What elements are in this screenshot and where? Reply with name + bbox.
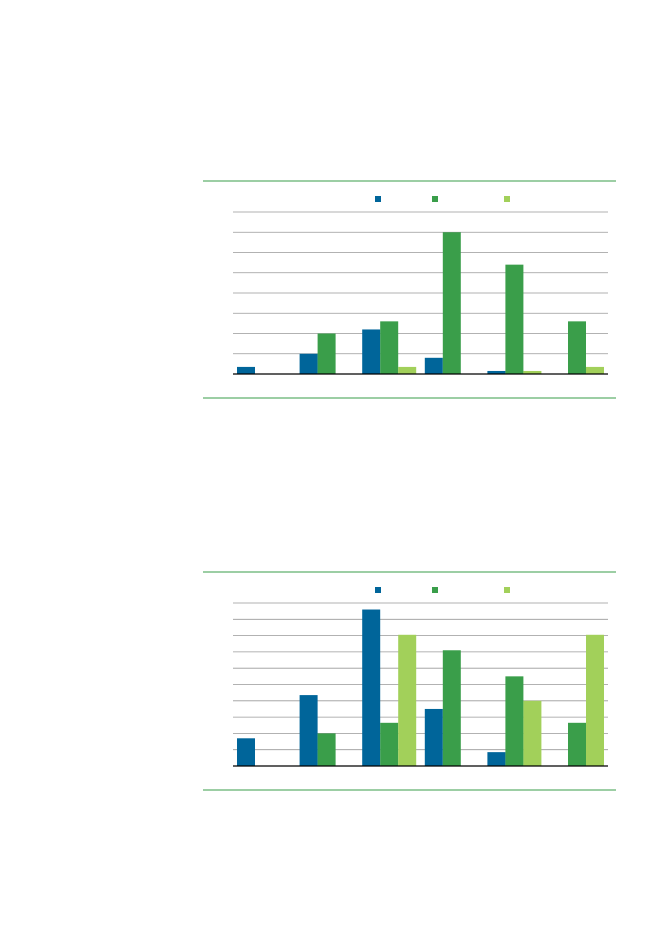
bar [586, 634, 604, 766]
bar [299, 353, 318, 374]
bar [442, 650, 461, 766]
bar [523, 700, 542, 766]
bar [299, 695, 318, 766]
legend-swatch [432, 196, 438, 202]
legend-swatch [504, 587, 510, 593]
bar [398, 634, 417, 766]
bar [568, 722, 586, 766]
bar [487, 370, 506, 374]
bar [586, 366, 604, 374]
bar [237, 366, 255, 374]
bar [380, 321, 399, 374]
bar [362, 329, 381, 374]
legend-swatch [504, 196, 510, 202]
bar [424, 357, 443, 374]
legend-swatch [432, 587, 438, 593]
bar [237, 738, 255, 766]
legend-swatch [375, 196, 381, 202]
bar [424, 708, 443, 766]
bar [505, 264, 524, 374]
bar [317, 333, 336, 374]
legend-swatch [375, 587, 381, 593]
bar [398, 366, 417, 374]
bar [380, 722, 399, 766]
bar [568, 321, 586, 374]
bar [487, 752, 506, 766]
bar [362, 609, 381, 766]
bar [505, 676, 524, 766]
bar [442, 232, 461, 374]
bar [523, 370, 542, 374]
bar [317, 733, 336, 766]
